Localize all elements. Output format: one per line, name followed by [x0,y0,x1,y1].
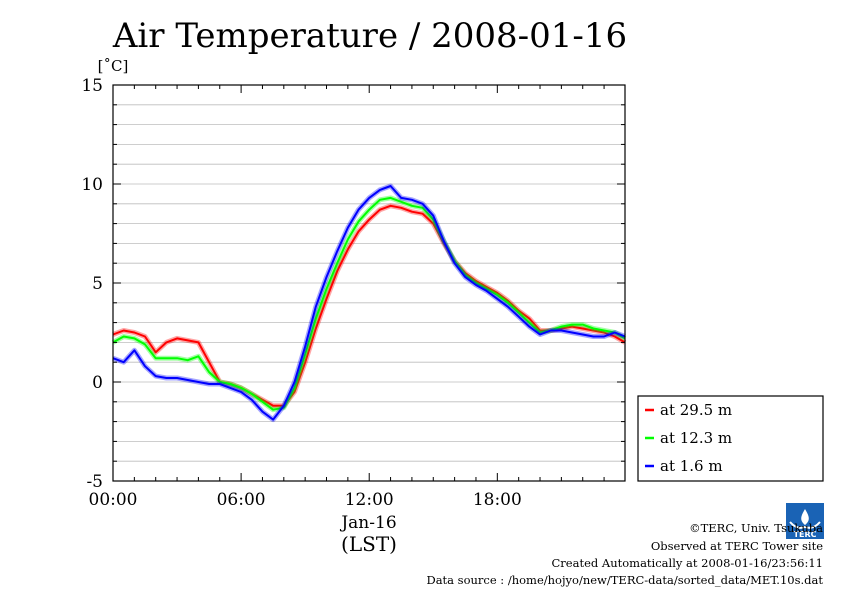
y-tick-labels: -5 0 5 10 15 [81,76,103,492]
wave-icon [789,521,821,529]
series-line-1 [112,204,626,407]
series-line-3 [112,185,626,421]
axis-ticks [112,84,625,482]
created-text: Created Automatically at 2008-01-16/23:5… [552,556,824,570]
copyright-text: ©TERC, Univ. Tsukuba [689,521,823,535]
series-layer [111,183,627,423]
legend-box [637,395,824,482]
x-tick-label: 12:00 [345,490,394,510]
y-tick-label: 0 [92,373,103,393]
y-tick-label: 5 [92,274,103,294]
y-tick-label: -5 [86,472,103,492]
legend-label: at 1.6 m [660,457,723,475]
x-date-label: Jan-16 [339,513,396,533]
water-drop-icon [801,509,809,525]
chart-title: Air Temperature / 2008-01-16 [112,16,627,56]
x-tick-label: 00:00 [89,490,138,510]
y-axis-unit: [˚C] [98,57,129,75]
legend: at 29.5 m at 12.3 m at 1.6 m [637,395,824,482]
legend-label: at 12.3 m [660,429,732,447]
terc-logo: TERC [786,503,824,539]
x-tick-label: 18:00 [473,490,522,510]
x-axis-label: (LST) [341,532,397,556]
logo-text: TERC [794,530,817,539]
x-tick-label: 06:00 [217,490,266,510]
source-text: Data source : /home/hojyo/new/TERC-data/… [426,573,823,587]
legend-label: at 29.5 m [660,401,732,419]
y-tick-label: 10 [81,175,103,195]
x-tick-labels: 00:00 06:00 12:00 18:00 [89,490,522,510]
series-glow-1 [112,203,627,409]
y-tick-label: 15 [81,76,103,96]
grid-lines [113,104,625,462]
site-text: Observed at TERC Tower site [651,539,823,553]
series-line-2 [112,196,626,411]
